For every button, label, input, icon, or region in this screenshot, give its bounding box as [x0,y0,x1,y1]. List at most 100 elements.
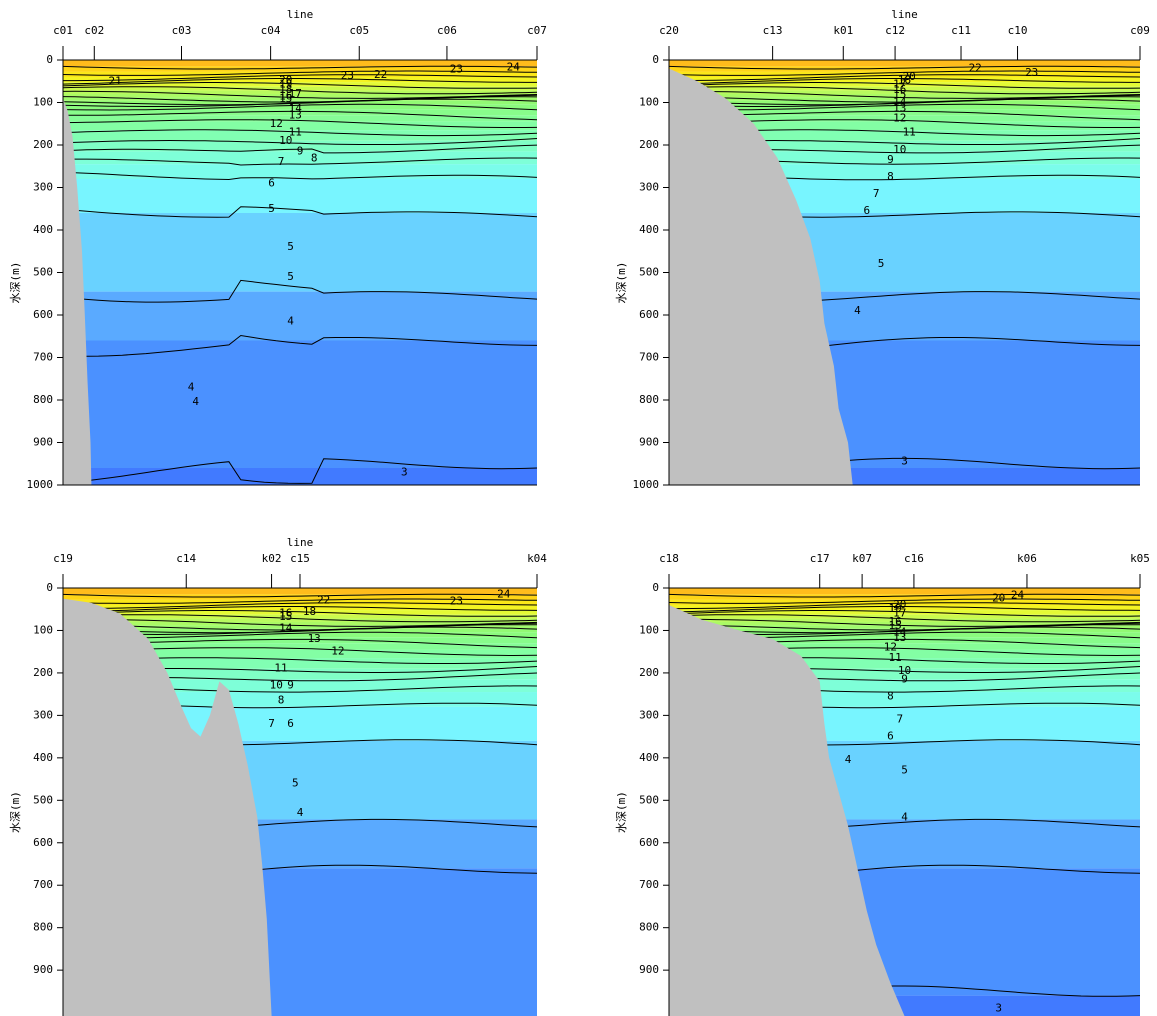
y-tick-label: 100 [639,623,659,636]
temp-band-13 [669,637,1140,644]
station-label: c13 [763,24,783,37]
y-tick-label: 0 [46,581,53,594]
isotherm-20 [669,82,1140,89]
seabed [669,68,853,485]
isotherm-15 [63,98,537,107]
isotherm-19 [669,86,1140,95]
temp-band-deep [63,468,537,485]
y-tick-label: 600 [33,308,53,321]
temp-band-10 [63,658,537,669]
temp-band-23 [669,66,1140,72]
contour-label: 8 [887,170,894,183]
temp-band-14 [63,632,537,638]
contour-label: 10 [893,143,906,156]
temp-band-9 [669,668,1140,680]
station-label: k07 [852,552,872,565]
temp-band-21 [669,604,1140,611]
isotherm-13 [669,110,1140,121]
station-label: c20 [659,24,679,37]
contour-label: 10 [270,679,283,692]
temp-band-3 [63,340,537,468]
contour-label: 23 [450,62,463,75]
temp-band-24 [669,588,1140,595]
y-tick-label: 700 [639,878,659,891]
isotherm-24 [669,65,1140,70]
seabed [63,598,272,1016]
isotherm-20 [63,82,537,89]
contour-label: 5 [268,202,275,215]
temp-band-17 [63,621,537,626]
contour-label: 4 [901,810,908,823]
contour-label: 11 [274,662,287,675]
seabed [63,98,92,485]
contour-label: 7 [278,155,285,168]
contour-label: 15 [893,88,906,101]
contour-label: 12 [270,117,283,130]
station-label: k02 [262,552,282,565]
y-tick-label: 700 [33,351,53,364]
temp-band-19 [63,614,537,619]
contour-label: 19 [888,602,901,615]
temperature-bands [63,60,537,485]
isotherm-15 [669,98,1140,107]
contour-label: 11 [289,125,302,138]
temp-band-12 [63,643,537,650]
temp-band-9 [669,140,1140,152]
isotherm-10 [63,138,537,145]
isotherm-19 [63,614,537,623]
y-tick-label: 200 [33,666,53,679]
contour-label: 23 [1025,66,1038,79]
y-tick-label: 900 [33,963,53,976]
contour-label: 15 [888,619,901,632]
y-tick-label: 300 [33,181,53,194]
isotherm-6 [63,206,537,218]
isotherm-23 [63,598,537,604]
contour-label: 20 [903,70,916,83]
temp-band-10 [63,130,537,141]
temp-band-11 [63,649,537,659]
station-label: k01 [833,24,853,37]
isotherm-22 [669,74,1140,82]
y-tick-label: 800 [33,393,53,406]
temp-band-11 [669,649,1140,659]
y-tick-label: 400 [639,751,659,764]
isotherm-24 [669,593,1140,598]
seabed [669,605,905,1016]
y-tick-label: 1000 [633,478,660,491]
contour-label: 16 [893,83,906,96]
temp-band-13 [63,637,537,644]
station-label: c02 [84,24,104,37]
contour-label: 7 [873,187,880,200]
contour-label: 3 [995,1001,1002,1014]
y-tick-label: 900 [639,963,659,976]
isotherm-12 [63,119,537,128]
temp-band-24 [63,60,537,67]
contour-label: 17 [893,607,906,620]
y-tick-label: 100 [639,96,659,109]
temp-band-22 [63,599,537,605]
temp-band-23 [63,594,537,600]
temp-band-9 [63,140,537,152]
temp-band-13 [63,109,537,116]
y-tick-label: 600 [639,308,659,321]
station-label: c19 [53,552,73,565]
contour-label: 4 [188,380,195,393]
station-label: k04 [527,552,547,565]
y-axis-label: 水深(m) [615,791,628,833]
temp-band-18 [669,618,1140,622]
temp-band-17 [63,94,537,98]
contour-label: 21 [108,74,121,87]
contour-label: 5 [878,257,885,270]
contour-label: 4 [854,304,861,317]
station-label: c01 [53,24,73,37]
temp-band-22 [63,71,537,77]
y-tick-label: 700 [33,878,53,891]
contour-label: 14 [893,626,907,639]
contour-label: 13 [289,108,302,121]
contour-label: 4 [192,395,199,408]
y-tick-label: 600 [33,836,53,849]
contour-label: 12 [884,640,897,653]
isotherm-18 [63,618,537,627]
